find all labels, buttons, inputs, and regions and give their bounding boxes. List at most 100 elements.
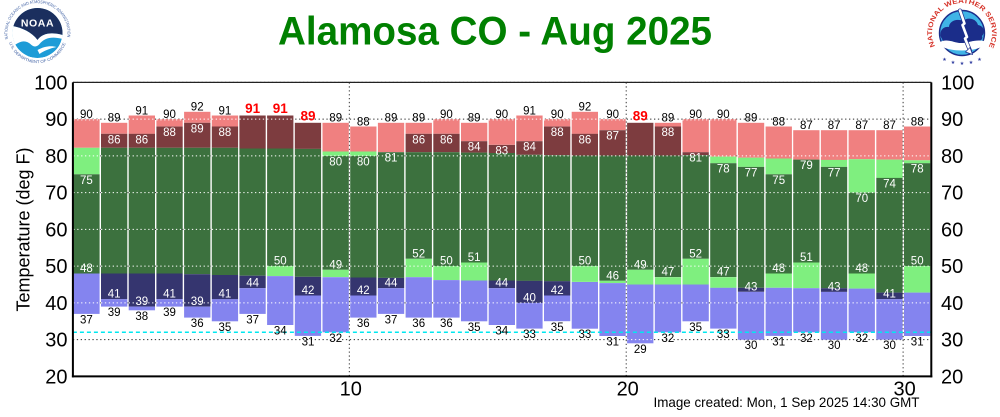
svg-text:33: 33 bbox=[523, 329, 536, 341]
svg-text:39: 39 bbox=[191, 296, 204, 308]
svg-text:10: 10 bbox=[340, 378, 362, 400]
svg-text:36: 36 bbox=[412, 318, 425, 330]
svg-text:100: 100 bbox=[34, 72, 67, 94]
svg-text:40: 40 bbox=[523, 292, 536, 304]
svg-text:48: 48 bbox=[855, 263, 868, 275]
svg-text:50: 50 bbox=[941, 256, 963, 278]
svg-text:44: 44 bbox=[495, 278, 508, 290]
svg-text:86: 86 bbox=[579, 134, 592, 146]
svg-text:36: 36 bbox=[440, 318, 453, 330]
svg-text:48: 48 bbox=[772, 263, 785, 275]
svg-text:31: 31 bbox=[772, 337, 785, 349]
svg-text:★: ★ bbox=[977, 57, 982, 63]
svg-text:20: 20 bbox=[45, 366, 67, 388]
svg-text:35: 35 bbox=[689, 322, 702, 334]
svg-text:40: 40 bbox=[941, 293, 963, 315]
svg-text:87: 87 bbox=[855, 120, 868, 132]
svg-text:★: ★ bbox=[951, 60, 956, 66]
svg-text:88: 88 bbox=[551, 127, 564, 139]
svg-text:75: 75 bbox=[772, 175, 785, 187]
svg-text:49: 49 bbox=[634, 259, 647, 271]
svg-text:88: 88 bbox=[357, 116, 370, 128]
svg-text:89: 89 bbox=[662, 113, 675, 125]
svg-text:91: 91 bbox=[273, 101, 289, 116]
svg-text:70: 70 bbox=[45, 183, 67, 205]
svg-text:80: 80 bbox=[45, 146, 67, 168]
svg-text:30: 30 bbox=[941, 330, 963, 352]
svg-text:87: 87 bbox=[828, 120, 841, 132]
svg-text:40: 40 bbox=[45, 293, 67, 315]
svg-text:47: 47 bbox=[717, 267, 730, 279]
svg-text:★: ★ bbox=[960, 61, 965, 67]
svg-text:91: 91 bbox=[523, 105, 536, 117]
svg-text:86: 86 bbox=[108, 134, 121, 146]
svg-text:Image created: Mon, 1 Sep 2025: Image created: Mon, 1 Sep 2025 14:30 GMT bbox=[654, 394, 920, 410]
svg-text:35: 35 bbox=[551, 322, 564, 334]
svg-text:90: 90 bbox=[163, 109, 176, 121]
svg-text:41: 41 bbox=[883, 289, 896, 301]
svg-text:20: 20 bbox=[617, 378, 639, 400]
svg-text:77: 77 bbox=[828, 167, 841, 179]
svg-text:90: 90 bbox=[45, 109, 67, 131]
svg-text:34: 34 bbox=[495, 325, 508, 337]
svg-text:87: 87 bbox=[606, 131, 619, 143]
svg-text:80: 80 bbox=[329, 156, 342, 168]
svg-text:90: 90 bbox=[689, 109, 702, 121]
svg-text:75: 75 bbox=[80, 175, 93, 187]
svg-text:86: 86 bbox=[440, 134, 453, 146]
svg-text:89: 89 bbox=[412, 113, 425, 125]
svg-text:90: 90 bbox=[551, 109, 564, 121]
svg-text:60: 60 bbox=[941, 219, 963, 241]
svg-text:39: 39 bbox=[135, 296, 148, 308]
svg-text:84: 84 bbox=[523, 142, 536, 154]
svg-text:36: 36 bbox=[191, 318, 204, 330]
svg-text:37: 37 bbox=[385, 314, 398, 326]
svg-text:Temperature (deg F): Temperature (deg F) bbox=[14, 147, 34, 311]
svg-text:33: 33 bbox=[717, 329, 730, 341]
svg-text:88: 88 bbox=[662, 127, 675, 139]
svg-text:51: 51 bbox=[800, 252, 813, 264]
svg-text:90: 90 bbox=[440, 109, 453, 121]
svg-text:31: 31 bbox=[911, 337, 924, 349]
svg-text:50: 50 bbox=[579, 256, 592, 268]
svg-text:87: 87 bbox=[883, 120, 896, 132]
svg-text:32: 32 bbox=[329, 333, 342, 345]
svg-text:37: 37 bbox=[80, 314, 93, 326]
svg-text:46: 46 bbox=[606, 270, 619, 282]
svg-text:89: 89 bbox=[745, 113, 758, 125]
svg-text:92: 92 bbox=[579, 102, 592, 114]
svg-text:60: 60 bbox=[45, 219, 67, 241]
svg-text:32: 32 bbox=[855, 333, 868, 345]
svg-text:42: 42 bbox=[357, 285, 370, 297]
svg-text:42: 42 bbox=[302, 285, 315, 297]
svg-text:39: 39 bbox=[108, 307, 121, 319]
svg-text:31: 31 bbox=[606, 337, 619, 349]
svg-text:50: 50 bbox=[440, 256, 453, 268]
svg-text:32: 32 bbox=[662, 333, 675, 345]
svg-text:91: 91 bbox=[245, 101, 261, 116]
svg-text:100: 100 bbox=[941, 72, 974, 94]
svg-text:36: 36 bbox=[357, 318, 370, 330]
svg-text:52: 52 bbox=[689, 248, 702, 260]
svg-text:34: 34 bbox=[274, 325, 287, 337]
svg-text:90: 90 bbox=[606, 109, 619, 121]
svg-text:42: 42 bbox=[551, 285, 564, 297]
svg-text:30: 30 bbox=[893, 378, 915, 400]
svg-text:79: 79 bbox=[800, 160, 813, 172]
svg-text:49: 49 bbox=[329, 259, 342, 271]
svg-text:41: 41 bbox=[108, 289, 121, 301]
svg-text:91: 91 bbox=[135, 105, 148, 117]
svg-text:30: 30 bbox=[883, 340, 896, 352]
svg-text:50: 50 bbox=[45, 256, 67, 278]
svg-text:92: 92 bbox=[191, 102, 204, 114]
svg-text:20: 20 bbox=[941, 366, 963, 388]
svg-text:89: 89 bbox=[468, 113, 481, 125]
svg-text:70: 70 bbox=[941, 183, 963, 205]
svg-text:33: 33 bbox=[579, 329, 592, 341]
svg-text:39: 39 bbox=[163, 307, 176, 319]
svg-text:43: 43 bbox=[828, 281, 841, 293]
svg-text:31: 31 bbox=[302, 337, 315, 349]
svg-text:51: 51 bbox=[468, 252, 481, 264]
svg-text:83: 83 bbox=[495, 145, 508, 157]
svg-text:41: 41 bbox=[163, 289, 176, 301]
